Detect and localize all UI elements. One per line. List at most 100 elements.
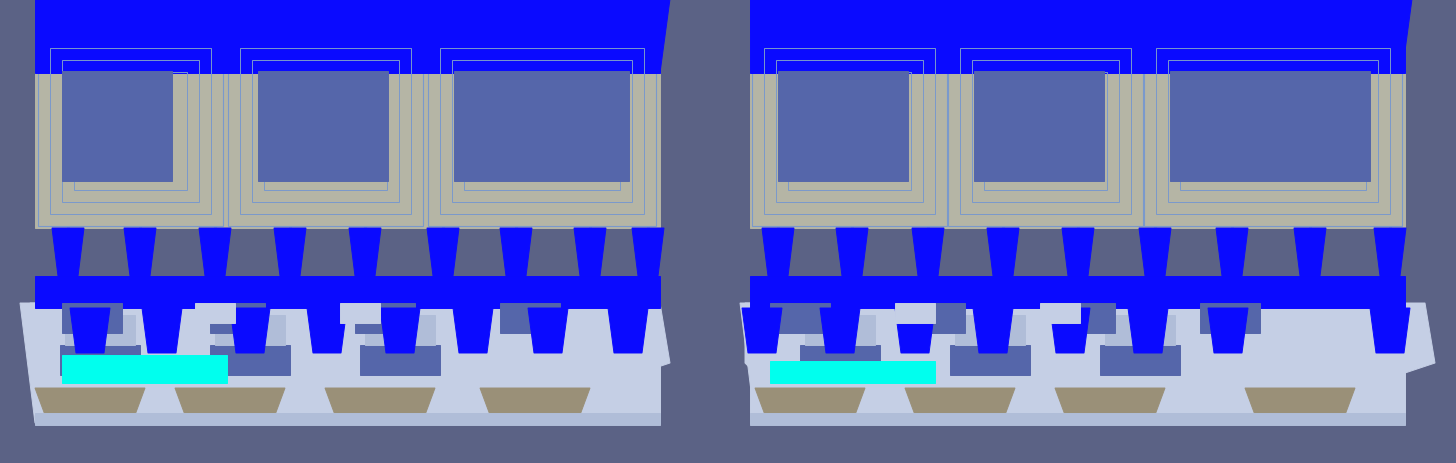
Bar (240, 49, 411, 214)
Bar (1002, 226, 1005, 276)
Bar (35, 34, 660, 229)
Bar (288, 226, 291, 276)
Polygon shape (1029, 303, 1091, 378)
Polygon shape (310, 303, 450, 423)
Bar (63, 61, 199, 203)
Bar (499, 303, 561, 333)
Polygon shape (470, 303, 530, 378)
Polygon shape (1216, 229, 1248, 276)
Polygon shape (310, 303, 370, 378)
Bar (215, 315, 285, 345)
Polygon shape (756, 0, 799, 74)
Bar (35, 0, 660, 74)
Polygon shape (199, 229, 232, 276)
Bar (1168, 61, 1377, 203)
Bar (440, 49, 644, 214)
Polygon shape (20, 303, 160, 423)
Polygon shape (906, 388, 1015, 423)
Bar (750, 34, 1405, 229)
Polygon shape (743, 308, 782, 353)
Bar (1040, 303, 1080, 323)
Bar (38, 37, 223, 226)
Polygon shape (609, 308, 648, 353)
Polygon shape (610, 303, 670, 378)
Polygon shape (154, 303, 215, 378)
Polygon shape (118, 0, 162, 74)
Bar (1389, 226, 1390, 276)
Polygon shape (1128, 308, 1168, 353)
Polygon shape (1289, 0, 1332, 74)
Polygon shape (632, 229, 664, 276)
Bar (67, 226, 68, 276)
Bar (258, 72, 387, 181)
Polygon shape (626, 0, 670, 74)
Bar (770, 361, 935, 383)
Bar (1144, 37, 1402, 226)
Bar (949, 345, 1029, 375)
Bar (1099, 345, 1179, 375)
Polygon shape (344, 0, 387, 74)
Polygon shape (380, 308, 419, 353)
Bar (341, 303, 380, 323)
Bar (1200, 303, 1259, 333)
Polygon shape (143, 308, 182, 353)
Bar (1156, 49, 1390, 214)
Polygon shape (1061, 229, 1093, 276)
Polygon shape (47, 0, 90, 74)
Polygon shape (761, 229, 794, 276)
Polygon shape (1050, 308, 1091, 353)
Bar (590, 226, 591, 276)
Bar (515, 226, 517, 276)
Bar (195, 303, 234, 323)
Polygon shape (973, 308, 1013, 353)
Bar (451, 61, 632, 203)
Bar (1309, 226, 1310, 276)
Polygon shape (1190, 303, 1251, 378)
Bar (750, 303, 1405, 423)
Bar (264, 73, 387, 191)
Polygon shape (529, 308, 568, 353)
Polygon shape (268, 0, 312, 74)
Bar (1105, 315, 1175, 345)
Polygon shape (325, 388, 435, 423)
Bar (1179, 73, 1366, 191)
Bar (750, 0, 1405, 74)
Polygon shape (35, 388, 146, 423)
Bar (927, 226, 929, 276)
Bar (1085, 303, 1195, 378)
Bar (252, 61, 399, 203)
Polygon shape (1056, 388, 1165, 423)
Bar (210, 345, 290, 375)
Bar (63, 355, 227, 383)
Bar (454, 72, 629, 181)
Bar (935, 303, 1045, 378)
Bar (138, 226, 141, 276)
Bar (974, 72, 1104, 181)
Bar (750, 276, 1405, 308)
Polygon shape (494, 0, 539, 74)
Polygon shape (875, 303, 935, 378)
Bar (1155, 226, 1156, 276)
Polygon shape (906, 0, 949, 74)
Polygon shape (427, 229, 459, 276)
Bar (778, 226, 779, 276)
Polygon shape (911, 229, 943, 276)
Bar (63, 72, 172, 181)
Bar (764, 49, 935, 214)
Polygon shape (1374, 303, 1436, 378)
Polygon shape (124, 229, 156, 276)
Bar (788, 73, 911, 191)
Polygon shape (745, 303, 805, 378)
Bar (355, 303, 415, 333)
Bar (850, 226, 853, 276)
Bar (1056, 303, 1115, 333)
Polygon shape (274, 229, 306, 276)
Polygon shape (1040, 303, 1179, 423)
Bar (750, 4, 1405, 233)
Bar (50, 49, 211, 214)
Bar (910, 303, 965, 333)
Bar (35, 413, 660, 425)
Bar (443, 226, 444, 276)
Polygon shape (895, 308, 935, 353)
Polygon shape (194, 0, 237, 74)
